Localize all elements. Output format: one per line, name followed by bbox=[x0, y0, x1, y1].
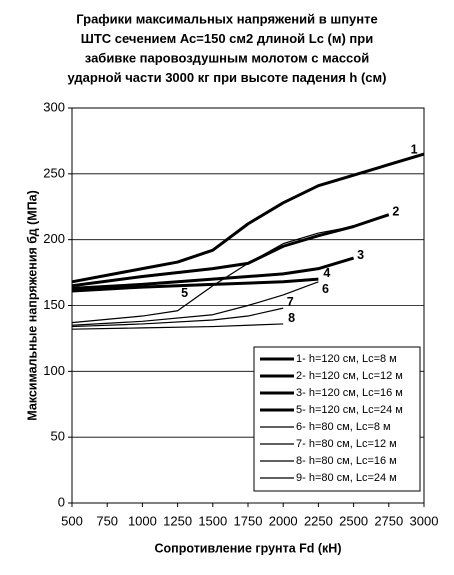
legend-label: 7- h=80 см, Lc=12 м bbox=[296, 438, 397, 450]
y-tick-label: 100 bbox=[43, 363, 65, 378]
y-tick-label: 50 bbox=[51, 429, 65, 444]
x-tick-label: 1750 bbox=[234, 513, 263, 528]
curve-label: 4 bbox=[323, 266, 330, 280]
series-line bbox=[71, 225, 354, 324]
series-line bbox=[71, 281, 319, 326]
legend-label: 2- h=120 см, Lc=12 м bbox=[296, 370, 403, 382]
y-tick-label: 300 bbox=[43, 99, 65, 114]
y-tick-label: 250 bbox=[43, 165, 65, 180]
y-tick-label: 0 bbox=[58, 494, 65, 509]
curve-label: 7 bbox=[287, 295, 294, 309]
x-tick-label: 750 bbox=[96, 513, 118, 528]
x-tick-label: 2500 bbox=[339, 513, 368, 528]
legend-label: 8- h=80 см, Lc=16 м bbox=[296, 455, 397, 467]
series-line bbox=[71, 277, 319, 293]
curve-label: 2 bbox=[392, 204, 399, 218]
chart-title: ударной части 3000 кг при высоте падения… bbox=[68, 70, 387, 85]
legend-label: 9- h=80 см, Lc=24 м bbox=[296, 472, 397, 484]
curve-label: 1 bbox=[411, 142, 418, 156]
legend-label: 5- h=120 см, Lc=24 м bbox=[296, 404, 403, 416]
legend-box bbox=[253, 346, 421, 492]
chart-title: ШТС сечением Ас=150 см2 длиной Lc (м) пр… bbox=[81, 31, 373, 46]
x-tick-label: 2750 bbox=[374, 513, 403, 528]
x-tick-label: 1500 bbox=[198, 513, 227, 528]
x-tick-label: 1250 bbox=[163, 513, 192, 528]
legend-label: 1- h=120 см, Lc=8 м bbox=[296, 353, 397, 365]
chart-title: забивке паровоздушным молотом с массой bbox=[85, 50, 369, 65]
series-line bbox=[71, 152, 425, 284]
curve-label: 3 bbox=[357, 248, 364, 262]
series-line bbox=[71, 307, 284, 328]
y-tick-label: 150 bbox=[43, 297, 65, 312]
chart-title: Графики максимальных напряжений в шпунте bbox=[76, 11, 377, 26]
y-tick-label: 200 bbox=[43, 231, 65, 246]
y-axis-label: Максимальные напряжения бд (МПа) bbox=[25, 190, 39, 421]
x-tick-label: 2000 bbox=[269, 513, 298, 528]
plot-frame bbox=[71, 107, 425, 504]
x-axis-label: Сопротивление грунта Fd (кН) bbox=[155, 541, 342, 555]
x-tick-label: 1000 bbox=[128, 513, 157, 528]
legend-label: 6- h=80 см, Lc=8 м bbox=[296, 421, 391, 433]
curve-label: 6 bbox=[322, 282, 329, 296]
curve-label: 8 bbox=[288, 311, 295, 325]
series-line bbox=[71, 323, 284, 330]
curve-label: 5 bbox=[181, 286, 188, 300]
legend-label: 3- h=120 см, Lc=16 м bbox=[296, 387, 403, 399]
x-tick-label: 3000 bbox=[410, 513, 439, 528]
series-line bbox=[71, 256, 355, 290]
x-tick-label: 500 bbox=[61, 513, 83, 528]
x-tick-label: 2250 bbox=[304, 513, 333, 528]
